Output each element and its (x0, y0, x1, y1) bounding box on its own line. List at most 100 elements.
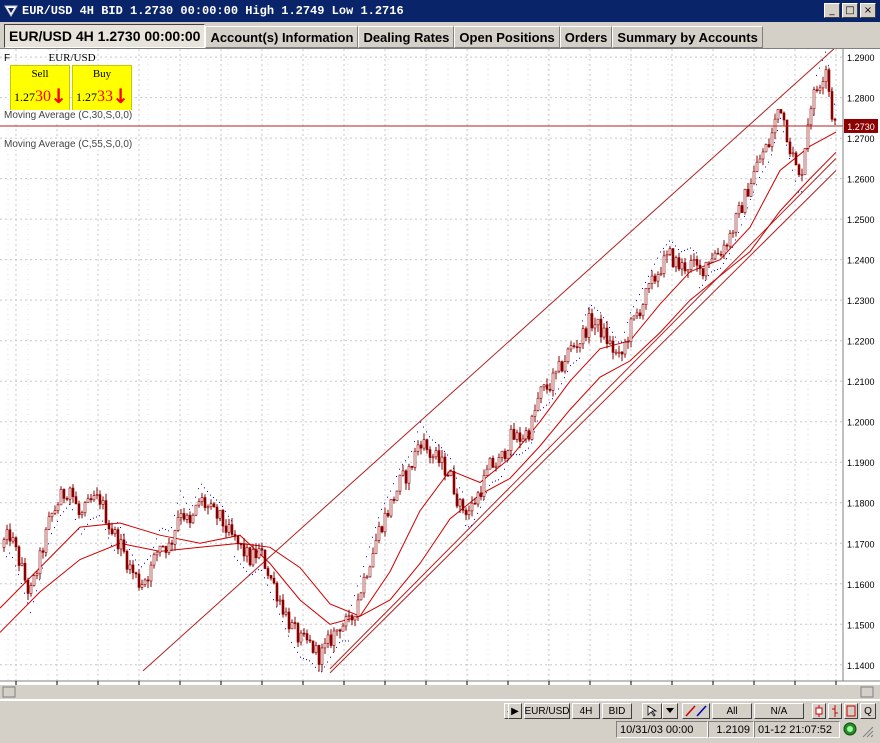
psar-dot (87, 523, 88, 525)
symbol-button[interactable]: EUR/USD (524, 703, 570, 719)
candle-body (236, 535, 240, 545)
candle-body (173, 530, 177, 545)
cursor-tool-button[interactable] (642, 703, 662, 719)
nav-next-button[interactable]: ▶ (508, 703, 522, 719)
maximize-button[interactable]: □ (842, 3, 858, 18)
candle-body (458, 499, 462, 507)
line-tools-button[interactable] (682, 703, 710, 719)
candle-type-button[interactable] (812, 703, 826, 719)
candle-body (344, 616, 348, 627)
na-button[interactable]: N/A (754, 703, 804, 719)
tab-open-positions[interactable]: Open Positions (454, 26, 560, 48)
psar-dot (75, 518, 76, 520)
psar-dot (573, 362, 574, 364)
dropdown-button[interactable] (662, 703, 678, 719)
psar-dot (705, 279, 706, 281)
psar-dot (708, 275, 709, 277)
minimize-button[interactable]: _ (824, 3, 840, 18)
psar-dot (690, 247, 691, 249)
y-tick-label: 1.2500 (847, 215, 875, 225)
buy-quote-box[interactable]: Buy 1.2733 ↓ (72, 65, 132, 111)
candle-body (254, 549, 258, 559)
tab-orders[interactable]: Orders (559, 26, 613, 48)
candle-body (224, 525, 228, 533)
psar-dot (534, 431, 535, 433)
psar-dot (42, 567, 43, 569)
psar-dot (735, 239, 736, 241)
psar-dot (156, 538, 157, 540)
candle-body (410, 466, 414, 468)
psar-dot (513, 454, 514, 456)
channel-middle-line (329, 158, 837, 670)
buy-price-pips: 33 (97, 88, 113, 105)
psar-dot (186, 502, 187, 504)
psar-dot (756, 184, 757, 186)
timeframe-button[interactable]: 4H (572, 703, 600, 719)
all-button[interactable]: All (712, 703, 752, 719)
psar-dot (120, 527, 121, 529)
psar-dot (441, 447, 442, 449)
resize-grip-icon[interactable] (860, 724, 874, 738)
psar-dot (360, 575, 361, 577)
psar-dot (330, 656, 331, 658)
candle-body (305, 633, 309, 641)
psar-dot (198, 488, 199, 490)
zoom-button[interactable] (844, 703, 858, 719)
psar-dot (792, 169, 793, 171)
sell-quote-box[interactable]: Sell 1.2730 ↓ (10, 65, 70, 111)
candle-body (167, 542, 171, 553)
psar-dot (819, 67, 820, 69)
psar-dot (729, 253, 730, 255)
psar-dot (222, 505, 223, 507)
candle-body (656, 274, 660, 282)
candle-body (506, 450, 510, 460)
psar-dot (555, 393, 556, 395)
chart-area[interactable]: 1.2900 1.2800 1.2700 1.2600 1.2500 1.2400 1.23… (0, 48, 880, 701)
tab-chart[interactable]: EUR/USD 4H 1.2730 00:00:00 (4, 24, 206, 48)
psar-dot (789, 157, 790, 159)
psar-dot (768, 161, 769, 163)
psar-dot (516, 454, 517, 456)
candle-body (569, 345, 573, 350)
ma55-label[interactable]: Moving Average (C,55,S,0,0) (4, 139, 133, 150)
tab-dealing-rates[interactable]: Dealing Rates (358, 26, 455, 48)
candle-body (32, 575, 36, 586)
candle-body (269, 575, 273, 579)
candle-body (533, 410, 537, 417)
ma30-label[interactable]: Moving Average (C,30,S,0,0) (4, 110, 133, 121)
tab-account-information[interactable]: Account(s) Information (205, 26, 359, 48)
buy-price-prefix: 1.27 (76, 90, 97, 104)
candle-body (728, 233, 732, 247)
psar-dot (174, 514, 175, 516)
psar-dot (192, 505, 193, 507)
psar-dot (462, 491, 463, 493)
price-chart[interactable]: 1.2900 1.2800 1.2700 1.2600 1.2500 1.2400 1.23… (0, 49, 880, 701)
psar-dot (9, 552, 10, 554)
candle-body (314, 645, 318, 653)
candle-body (164, 546, 168, 553)
candle-body (524, 430, 528, 440)
candle-body (536, 397, 540, 411)
psar-dot (579, 357, 580, 359)
psar-dot (171, 527, 172, 529)
candle-body (413, 451, 417, 468)
q-button[interactable]: Q (860, 703, 876, 719)
psar-dot (429, 436, 430, 438)
psar-dot (408, 456, 409, 458)
candle-body (86, 498, 90, 503)
candle-body (746, 188, 750, 197)
status-datetime: 10/31/03 00:00 (616, 721, 708, 738)
candle-body (482, 475, 486, 498)
candle-body (14, 537, 18, 548)
psar-dot (411, 450, 412, 452)
bar-type-button[interactable] (828, 703, 842, 719)
candle-body (680, 262, 684, 270)
close-button[interactable]: × (860, 3, 876, 18)
tab-summary-by-accounts[interactable]: Summary by Accounts (612, 26, 763, 48)
candle-body (602, 327, 606, 338)
candle-body (332, 630, 336, 646)
candle-body (308, 639, 312, 642)
candle-body (260, 548, 264, 551)
bid-button[interactable]: BID (602, 703, 632, 719)
candle-body (176, 517, 180, 531)
